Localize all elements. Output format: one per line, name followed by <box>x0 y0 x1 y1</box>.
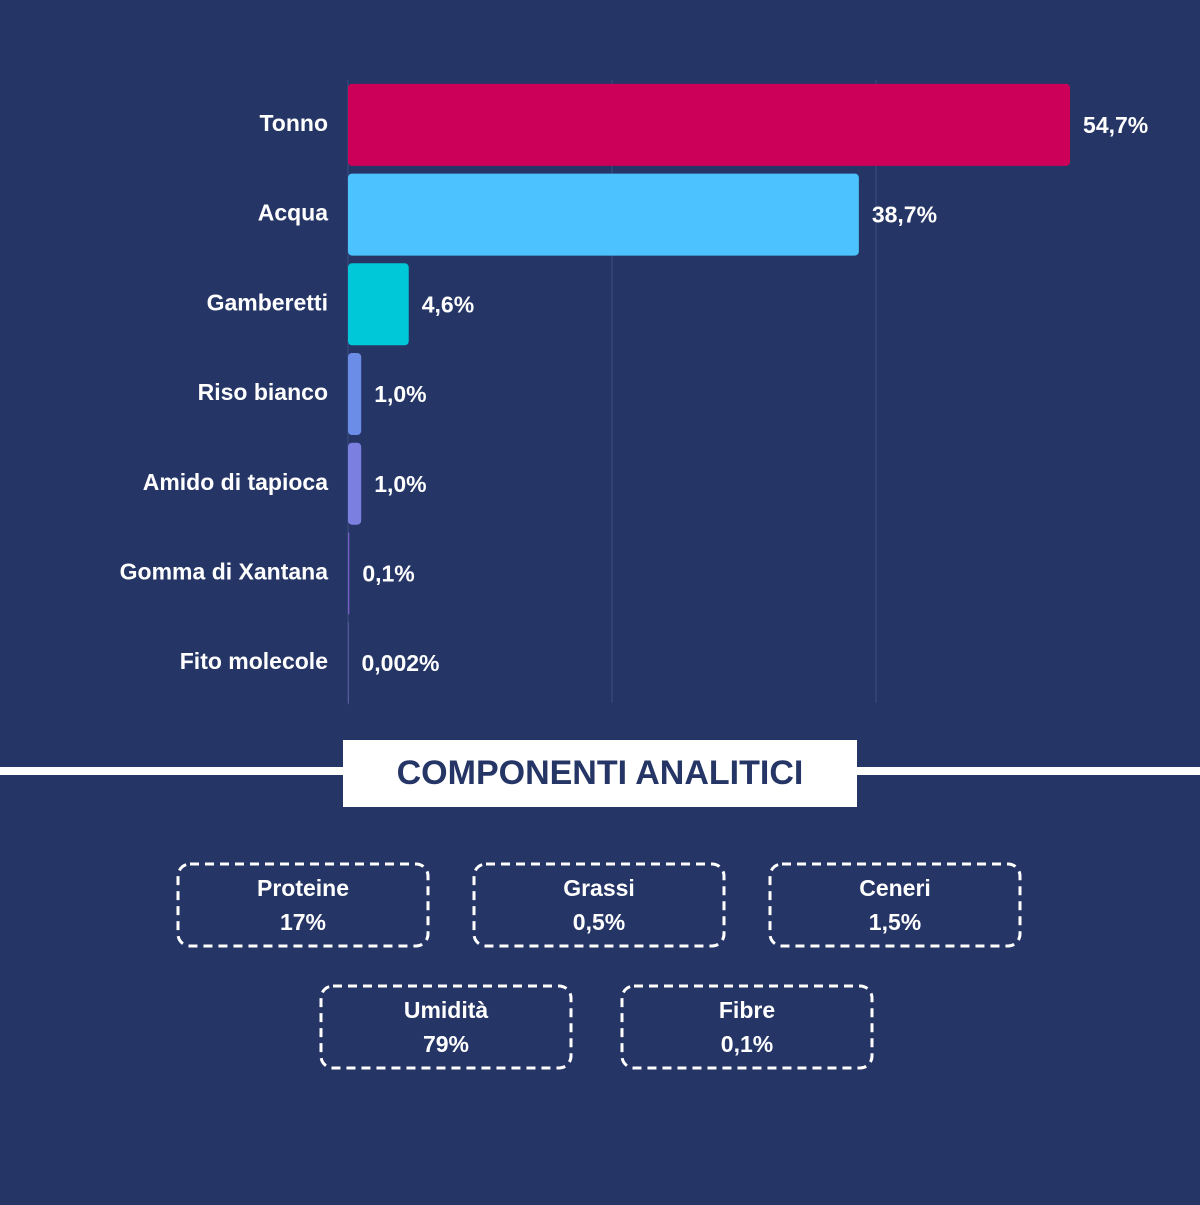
component-box <box>620 984 874 1070</box>
section-title-box <box>343 740 857 807</box>
bar <box>348 532 350 615</box>
grid <box>347 80 877 703</box>
component-label: Grassi <box>563 875 635 901</box>
bar <box>348 622 349 705</box>
value-label: 1,0% <box>374 471 426 497</box>
component-label: Umidità <box>404 997 489 1023</box>
bar <box>348 263 409 346</box>
value-label: 1,0% <box>374 381 426 407</box>
component-label: Ceneri <box>859 875 931 901</box>
category-label: Fito molecole <box>180 648 328 674</box>
bar <box>348 173 859 256</box>
value-label: 0,1% <box>362 561 414 587</box>
bar <box>348 353 362 435</box>
component-label: Fibre <box>719 997 775 1023</box>
component-box <box>176 862 430 948</box>
component-value: 0,5% <box>573 909 625 935</box>
component-box <box>472 862 726 948</box>
value-label: 4,6% <box>422 291 474 317</box>
bar <box>348 83 1071 166</box>
component-value: 1,5% <box>869 909 921 935</box>
category-label: Riso bianco <box>198 379 328 405</box>
category-label: Acqua <box>258 200 329 226</box>
value-label: 38,7% <box>872 202 937 228</box>
component-value: 0,1% <box>721 1031 773 1057</box>
component-value: 79% <box>423 1031 469 1057</box>
component-box <box>768 862 1022 948</box>
category-label: Tonno <box>259 110 328 136</box>
component-box <box>319 984 573 1070</box>
value-label: 0,002% <box>362 650 440 676</box>
component-value: 17% <box>280 909 326 935</box>
bar <box>348 442 362 525</box>
category-label: Gomma di Xantana <box>120 559 329 585</box>
category-label: Amido di tapioca <box>143 469 329 495</box>
value-label: 54,7% <box>1083 112 1148 138</box>
category-label: Gamberetti <box>207 289 328 315</box>
section-title: COMPONENTI ANALITICI <box>397 754 804 792</box>
component-label: Proteine <box>257 875 349 901</box>
